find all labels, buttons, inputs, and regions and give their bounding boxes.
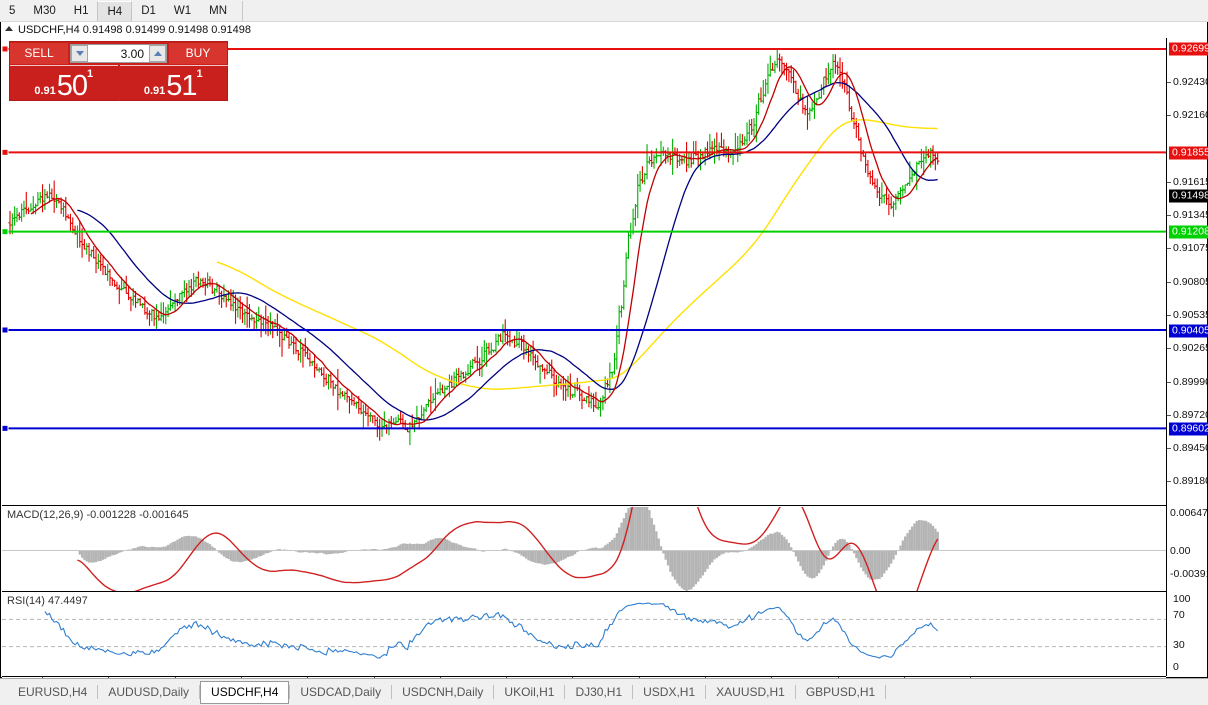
buy-price-big: 51 <box>166 70 197 102</box>
price-tick <box>1167 414 1171 416</box>
price-tick <box>1167 82 1171 84</box>
price-tick <box>1167 481 1171 482</box>
level-price-badge-green[interactable]: 0.91208 <box>1169 225 1208 239</box>
oct-controls-row: SELL 3.00 BUY <box>10 42 227 65</box>
macd-pane[interactable] <box>2 507 1166 592</box>
price-tick-label: 0.92430 <box>1173 76 1208 89</box>
sell-price-prefix: 0.91 <box>34 85 56 97</box>
price-tick-label: 0.91075 <box>1173 242 1208 255</box>
buy-button[interactable]: BUY <box>169 43 227 64</box>
symbol-tab-ukoil-h1[interactable]: UKOil,H1 <box>504 684 555 699</box>
volume-input[interactable]: 3.00 <box>120 46 144 61</box>
price-tick <box>1167 248 1171 250</box>
price-tick <box>1167 182 1171 184</box>
buy-price-fraction: 1 <box>196 68 203 80</box>
rsi-scale-label: 30 <box>1173 639 1185 651</box>
chart-title-text: USDCHF,H4 0.91498 0.91499 0.91498 0.9149… <box>18 24 252 36</box>
symbol-tab-usdcad-daily[interactable]: USDCAD,Daily <box>300 684 382 699</box>
price-tick <box>1167 115 1171 117</box>
price-tick-label: 0.91345 <box>1173 209 1208 222</box>
chevron-up-icon <box>153 51 162 56</box>
timeframe-h1[interactable]: H1 <box>73 4 89 17</box>
price-pane[interactable] <box>2 38 1166 506</box>
macd-scale-label: 0.00 <box>1170 545 1191 557</box>
volume-increase-button[interactable] <box>149 45 166 62</box>
price-tick <box>1167 347 1171 349</box>
symbol-tab-separator <box>289 685 291 699</box>
timeframe-toolbar: 5 M30 H1 H4 D1 W1 MN <box>0 0 1208 22</box>
macd-scale-label: 0.00647 <box>1170 507 1208 519</box>
one-click-trading-panel[interactable]: SELL 3.00 BUY 0.91 50 1 0.91 51 1 <box>9 41 229 101</box>
price-tick-label: 0.89720 <box>1173 408 1208 421</box>
timeframe-h4[interactable]: H4 <box>97 0 133 21</box>
rsi-scale-label: 100 <box>1173 593 1191 605</box>
price-tick-label: 0.91615 <box>1173 176 1208 189</box>
symbol-tab-audusd-daily[interactable]: AUDUSD,Daily <box>108 684 190 699</box>
timeframe-mn[interactable]: MN <box>209 4 228 17</box>
buy-price-prefix: 0.91 <box>143 85 166 97</box>
rsi-scale-label: 0 <box>1173 661 1179 673</box>
collapse-triangle-icon[interactable] <box>5 26 13 31</box>
volume-decrease-button[interactable] <box>71 45 88 62</box>
symbol-tab-usdx-h1[interactable]: USDX,H1 <box>643 684 696 699</box>
symbol-tab-separator <box>794 685 796 699</box>
price-tick <box>1167 381 1171 383</box>
rsi-pane[interactable] <box>2 593 1166 676</box>
symbol-tab-separator <box>564 685 566 699</box>
price-tick-label: 0.89990 <box>1173 375 1208 388</box>
timeframe-5[interactable]: 5 <box>9 4 16 17</box>
level-price-badge-red[interactable]: 0.92699 <box>1169 42 1208 56</box>
price-tick <box>1167 281 1171 283</box>
macd-scale-label: -0.003916 <box>1170 568 1208 580</box>
price-tick-label: 0.89180 <box>1173 475 1208 487</box>
symbol-tab-gbpusd-h1[interactable]: GBPUSD,H1 <box>805 684 876 699</box>
sell-price-big: 50 <box>56 70 88 102</box>
level-price-badge-blue[interactable]: 0.89602 <box>1169 422 1208 436</box>
symbol-tab-bar: EURUSD,H4 AUDUSD,Daily USDCHF,H4 USDCAD,Dai… <box>0 678 1208 705</box>
timeframe-d1[interactable]: D1 <box>141 4 156 17</box>
buy-price-display[interactable]: 0.91 51 1 <box>120 65 228 101</box>
price-tick-label: 0.90805 <box>1173 275 1208 288</box>
price-tick-label: 0.90265 <box>1173 341 1208 354</box>
price-scale[interactable]: 0.92430 0.92160 0.91615 0.91345 0.91075 0.908… <box>1166 38 1208 676</box>
symbol-tab-separator <box>705 685 707 699</box>
price-tick <box>1167 447 1171 449</box>
symbol-tab-separator <box>885 685 887 699</box>
price-tick <box>1167 215 1171 217</box>
chart-window: USDCHF,H4 0.91498 0.91499 0.91498 0.9149… <box>0 22 1208 696</box>
symbol-tab-separator <box>97 685 99 699</box>
timeframe-w1[interactable]: W1 <box>173 4 192 17</box>
toolbar-separator <box>242 0 244 21</box>
price-tick-label: 0.90535 <box>1173 308 1208 321</box>
price-tick-label: 0.89450 <box>1173 441 1208 454</box>
volume-stepper[interactable]: 3.00 <box>70 44 167 63</box>
sell-price-display[interactable]: 0.91 50 1 <box>10 65 120 101</box>
chevron-down-icon <box>75 51 84 56</box>
symbol-tab-separator <box>493 685 495 699</box>
symbol-tab-usdchf-h4[interactable]: USDCHF,H4 <box>200 680 290 704</box>
oct-divider <box>10 65 229 66</box>
current-price-badge: 0.91498 <box>1169 189 1208 203</box>
rsi-scale-label: 70 <box>1173 609 1185 621</box>
price-tick-label: 0.92160 <box>1173 109 1208 122</box>
oct-price-row: 0.91 50 1 0.91 51 1 <box>10 65 227 101</box>
price-tick <box>1167 314 1171 316</box>
sell-button[interactable]: SELL <box>10 43 68 64</box>
symbol-tab-xauusd-h1[interactable]: XAUUSD,H1 <box>716 684 785 699</box>
symbol-tab-separator <box>199 685 201 699</box>
symbol-tab-separator <box>632 685 634 699</box>
symbol-tab-eurusd-h4[interactable]: EURUSD,H4 <box>18 684 88 699</box>
level-price-badge-red[interactable]: 0.91855 <box>1169 146 1208 160</box>
level-price-badge-blue[interactable]: 0.90405 <box>1169 324 1208 338</box>
symbol-tab-usdcnh-daily[interactable]: USDCNH,Daily <box>402 684 484 699</box>
chart-title-bar: USDCHF,H4 0.91498 0.91499 0.91498 0.9149… <box>1 22 1207 38</box>
symbol-tab-separator <box>391 685 393 699</box>
timeframe-m30[interactable]: M30 <box>33 4 56 17</box>
symbol-tab-dj30-h1[interactable]: DJ30,H1 <box>575 684 623 699</box>
sell-price-fraction: 1 <box>87 68 94 80</box>
